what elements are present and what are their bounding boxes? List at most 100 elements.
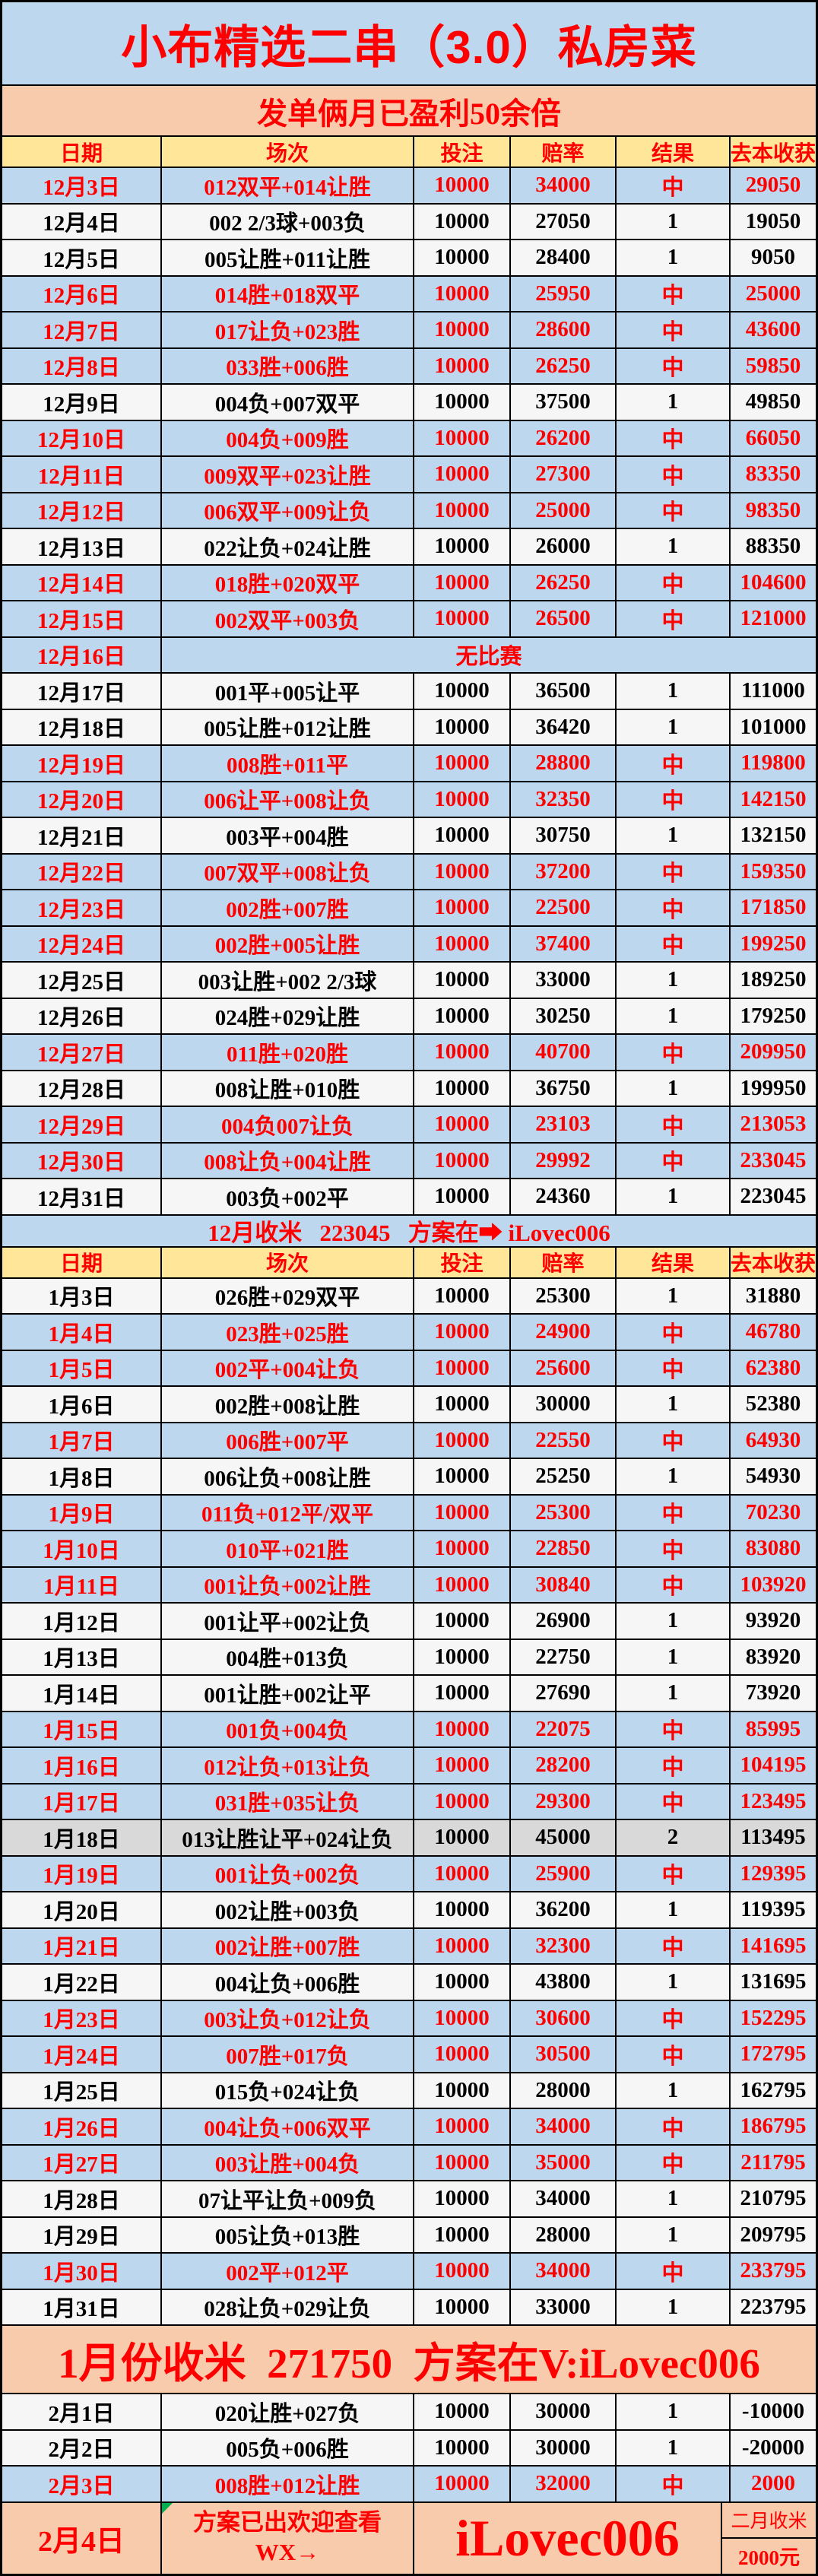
date-cell: 12月19日	[2, 746, 162, 782]
odds-cell: 36500	[511, 674, 617, 710]
odds-cell: 26900	[511, 1604, 617, 1640]
stake-cell: 10000	[414, 493, 511, 529]
profit-cell: 83920	[731, 1639, 816, 1676]
result-cell: 中	[617, 854, 731, 890]
odds-cell: 37400	[511, 926, 617, 963]
profit-cell: 85995	[731, 1712, 816, 1748]
date-cell: 12月31日	[2, 1179, 162, 1216]
odds-cell: 36750	[511, 1071, 617, 1107]
date-cell: 1月6日	[2, 1387, 162, 1423]
match-cell: 006让平+008让负	[162, 782, 414, 818]
match-cell: 002胜+007胜	[162, 890, 414, 927]
stake-cell: 10000	[414, 2073, 511, 2109]
date-cell: 12月6日	[2, 276, 162, 312]
profit-cell: 142150	[731, 782, 816, 818]
stake-cell: 10000	[414, 926, 511, 963]
date-cell: 1月9日	[2, 1495, 162, 1531]
profit-cell: 9050	[731, 240, 816, 277]
date-cell: 12月13日	[2, 529, 162, 566]
date-cell: 1月20日	[2, 1892, 162, 1929]
table-row: 12月26日 024胜+029让胜 10000 30250 1 179250	[2, 998, 816, 1035]
profit-cell: 210795	[731, 2181, 816, 2218]
stake-cell: 10000	[414, 385, 511, 421]
table-row: 1月31日 028让负+029让负 10000 33000 1 223795	[2, 2289, 816, 2326]
odds-cell: 26000	[511, 529, 617, 566]
date-cell: 12月7日	[2, 312, 162, 349]
odds-cell: 28000	[511, 2217, 617, 2254]
date-cell: 1月22日	[2, 1965, 162, 2001]
table-row: 12月28日 008让胜+010胜 10000 36750 1 199950	[2, 1071, 816, 1107]
profit-cell: 223795	[731, 2289, 816, 2326]
match-cell: 007双平+008让负	[162, 854, 414, 890]
stake-cell: 10000	[414, 1856, 511, 1892]
stake-cell: 10000	[414, 348, 511, 385]
stake-cell: 10000	[414, 782, 511, 818]
date-cell: 1月8日	[2, 1459, 162, 1496]
profit-cell: 131695	[731, 1965, 816, 2001]
profit-cell: 101000	[731, 709, 816, 746]
match-cell: 031胜+035让负	[162, 1784, 414, 1820]
stake-cell: 10000	[414, 854, 511, 890]
date-cell: 1月21日	[2, 1928, 162, 1965]
date-cell: 1月28日	[2, 2181, 162, 2218]
match-cell: 005让胜+012让胜	[162, 709, 414, 746]
stake-cell: 10000	[414, 674, 511, 710]
result-cell: 中	[617, 457, 731, 493]
table-row: 12月8日 033胜+006胜 10000 26250 中 59850	[2, 348, 816, 385]
odds-cell: 22075	[511, 1712, 617, 1748]
result-cell: 1	[617, 1892, 731, 1929]
match-cell: 006双平+009让负	[162, 493, 414, 529]
table-row: 12月22日 007双平+008让负 10000 37200 中 159350	[2, 854, 816, 890]
profit-cell: 52380	[731, 1387, 816, 1423]
date-cell: 12月20日	[2, 782, 162, 818]
date-cell: 1月4日	[2, 1315, 162, 1351]
result-cell: 1	[617, 1387, 731, 1423]
match-cell: 012双平+014让胜	[162, 168, 414, 205]
odds-cell: 45000	[511, 1820, 617, 1857]
profit-cell: 159350	[731, 854, 816, 890]
table-row: 1月25日 015负+024让负 10000 28000 1 162795	[2, 2073, 816, 2109]
match-cell: 002胜+005让胜	[162, 926, 414, 963]
profit-cell: 49850	[731, 385, 816, 421]
stake-cell: 10000	[414, 457, 511, 493]
column-header-match: 场次	[162, 137, 414, 168]
footer-brand: iLovec006	[414, 2502, 722, 2574]
result-cell: 中	[617, 1928, 731, 1965]
table-row: 1月9日 011负+012平/双平 10000 25300 中 70230	[2, 1495, 816, 1531]
stake-cell: 10000	[414, 1748, 511, 1784]
match-cell: 004负007让负	[162, 1107, 414, 1144]
result-cell: 中	[617, 1315, 731, 1351]
table-row: 2月3日 008胜+012让胜 10000 32000 中 2000	[2, 2467, 816, 2503]
table-row: 12月17日 001平+005让平 10000 36500 1 111000	[2, 674, 816, 710]
date-cell: 2月3日	[2, 2467, 162, 2503]
match-cell: 005负+006胜	[162, 2430, 414, 2467]
result-cell: 中	[617, 1856, 731, 1892]
column-header-profit: 去本收获	[731, 1247, 816, 1279]
result-cell: 中	[617, 493, 731, 529]
profit-cell: 83080	[731, 1531, 816, 1568]
february-rows: 2月1日 020让胜+027负 10000 30000 1 -10000 2月2日 005负+…	[2, 2394, 816, 2503]
date-cell: 12月5日	[2, 240, 162, 277]
table-row: 1月17日 031胜+035让负 10000 29300 中 123495	[2, 1784, 816, 1820]
match-cell: 017让负+023胜	[162, 312, 414, 349]
match-cell: 002平+004让负	[162, 1350, 414, 1387]
profit-cell: 64930	[731, 1423, 816, 1459]
odds-cell: 25300	[511, 1495, 617, 1531]
table-row: 1月18日 013让胜让平+024让负 10000 45000 2 113495	[2, 1820, 816, 1857]
match-cell: 033胜+006胜	[162, 348, 414, 385]
match-cell: 004负+007双平	[162, 385, 414, 421]
date-cell: 12月22日	[2, 854, 162, 890]
stake-cell: 10000	[414, 1965, 511, 2001]
result-cell: 1	[617, 709, 731, 746]
footer-row: 2月4日 方案已出欢迎查看 WX→ iLovec006 二月收米 2000元	[2, 2502, 816, 2574]
no-match-cell: 无比赛	[162, 637, 816, 674]
table-row: 1月5日 002平+004让负 10000 25600 中 62380	[2, 1350, 816, 1387]
column-header-stake: 投注	[414, 1247, 511, 1279]
match-cell: 015负+024让负	[162, 2073, 414, 2109]
stake-cell: 10000	[414, 1423, 511, 1459]
profit-cell: 119395	[731, 1892, 816, 1929]
table-row: 1月6日 002胜+008让胜 10000 30000 1 52380	[2, 1387, 816, 1423]
footer-note-line2: WX→	[255, 2539, 320, 2565]
odds-cell: 30000	[511, 2430, 617, 2467]
result-cell: 中	[617, 312, 731, 349]
